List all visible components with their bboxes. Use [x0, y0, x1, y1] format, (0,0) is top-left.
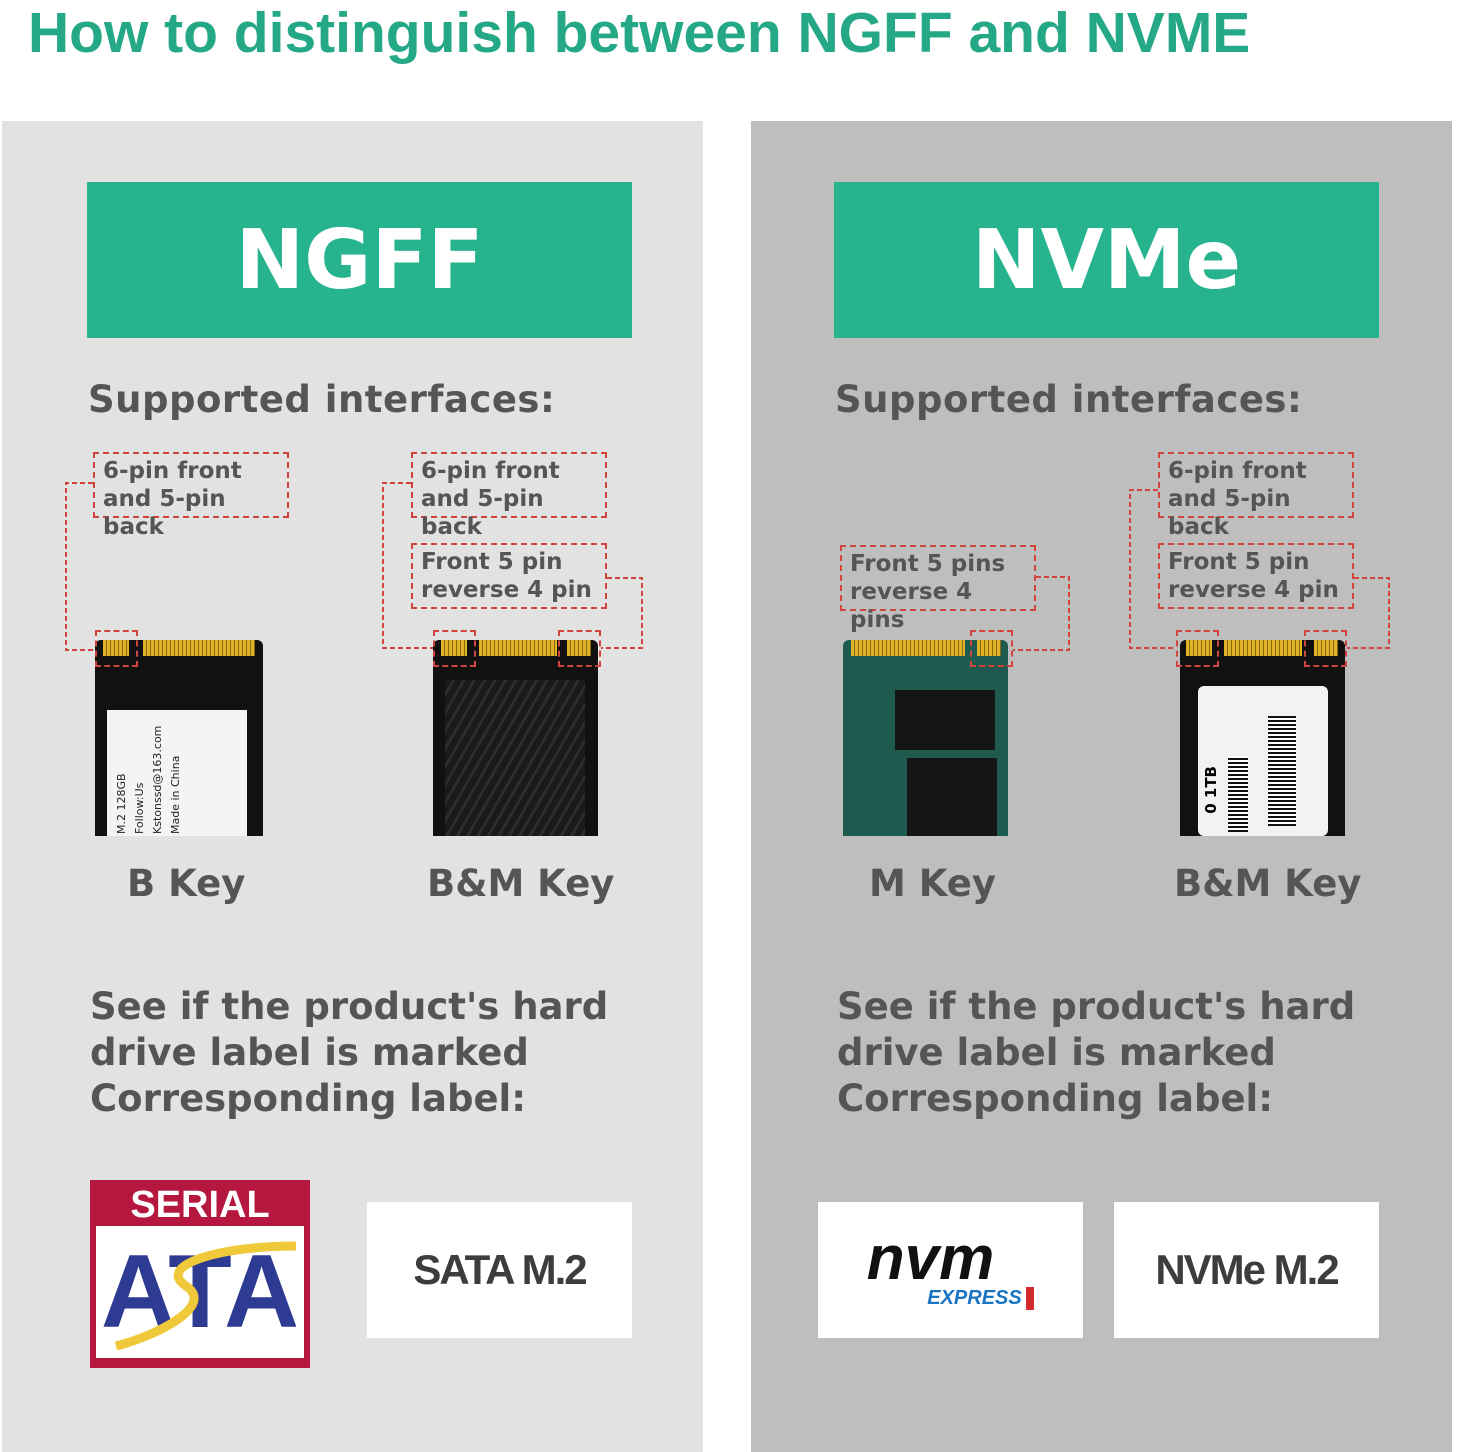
ssd-label-text: Made in China: [169, 755, 182, 834]
ssd-label-text: M.2 128GB: [115, 773, 128, 834]
text-line: See if the product's hard: [90, 985, 609, 1028]
bm-key-ssd-image: [433, 640, 598, 836]
serial-ata-logo: SERIAL ATA: [90, 1180, 310, 1368]
ngff-instructions: See if the product's hard drive label is…: [90, 984, 650, 1122]
text-line: drive label is marked: [837, 1031, 1276, 1074]
logo-text: EXPRESS: [927, 1286, 1034, 1310]
nvme-m2-label: NVMe M.2: [1114, 1202, 1379, 1338]
text-line: See if the product's hard: [837, 985, 1356, 1028]
key-label: B&M Key: [427, 862, 615, 905]
key-label: M Key: [869, 862, 996, 905]
b-key-ssd-image: M.2 128GB Follow:Us Kstonssd@163.com Mad…: [95, 640, 263, 836]
pin-highlight: [970, 630, 1013, 667]
nvme-subtitle: Supported interfaces:: [835, 378, 1303, 421]
key-label: B Key: [127, 862, 246, 905]
label-text: SATA M.2: [413, 1246, 587, 1293]
ngff-header: NGFF: [87, 182, 632, 338]
callout-m-key: Front 5 pins reverse 4 pins: [840, 545, 1036, 633]
m-key-ssd-image: [843, 640, 1008, 836]
logo-text: SERIAL: [130, 1184, 270, 1226]
text-line: Corresponding label:: [837, 1077, 1274, 1120]
ssd-label-text: Kstonssd@163.com: [151, 725, 164, 834]
bm-key-nvme-ssd-image: 0 1TB: [1180, 640, 1345, 836]
text-line: drive label is marked: [90, 1031, 529, 1074]
callout-bm-key-b: 6-pin front and 5-pin back: [1158, 452, 1354, 540]
pin-highlight: [1176, 630, 1219, 667]
callout-bm-key-m: Front 5 pin reverse 4 pin: [1158, 543, 1354, 609]
pin-highlight: [558, 630, 601, 667]
callout-b-key: 6-pin front and 5-pin back: [93, 452, 289, 540]
label-text: NVMe M.2: [1155, 1246, 1339, 1293]
pin-highlight: [95, 630, 138, 667]
key-label: B&M Key: [1174, 862, 1362, 905]
ssd-label-text: 0 1TB: [1202, 766, 1220, 814]
page-title: How to distinguish between NGFF and NVME: [28, 1, 1251, 65]
nvm-express-logo: nvm EXPRESS: [818, 1202, 1083, 1338]
sata-m2-label: SATA M.2: [367, 1202, 632, 1338]
logo-text: nvm: [866, 1223, 995, 1293]
callout-bm-key-m: Front 5 pin reverse 4 pin: [411, 543, 607, 609]
logo-text: ATA: [100, 1234, 300, 1350]
ssd-label-text: Follow:Us: [133, 782, 146, 834]
nvme-instructions: See if the product's hard drive label is…: [837, 984, 1397, 1122]
pin-highlight: [433, 630, 476, 667]
text-line: Corresponding label:: [90, 1077, 527, 1120]
ngff-subtitle: Supported interfaces:: [88, 378, 556, 421]
callout-bm-key-b: 6-pin front and 5-pin back: [411, 452, 607, 540]
pin-highlight: [1304, 630, 1347, 667]
nvme-header: NVMe: [834, 182, 1379, 338]
